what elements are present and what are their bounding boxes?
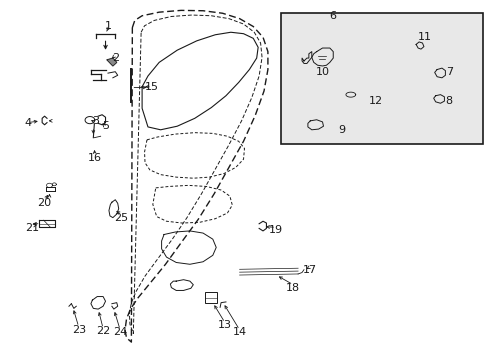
Text: 17: 17: [303, 265, 317, 275]
Text: 22: 22: [96, 326, 110, 336]
Bar: [281, 13, 483, 144]
Polygon shape: [107, 58, 117, 66]
Text: 20: 20: [38, 198, 52, 208]
Text: 14: 14: [232, 327, 246, 337]
Bar: [204, 292, 216, 303]
Text: 9: 9: [338, 125, 345, 135]
Text: 24: 24: [113, 327, 127, 337]
Text: 19: 19: [268, 225, 283, 235]
Text: 18: 18: [285, 283, 300, 293]
Text: 8: 8: [445, 96, 452, 106]
Text: 2: 2: [111, 53, 119, 63]
Text: 7: 7: [445, 67, 452, 77]
Text: 21: 21: [25, 224, 40, 233]
Text: 6: 6: [328, 11, 335, 21]
Text: 10: 10: [315, 67, 329, 77]
Text: 23: 23: [72, 325, 85, 334]
Text: 25: 25: [114, 213, 128, 222]
Text: 4: 4: [24, 118, 31, 128]
Text: 3: 3: [92, 116, 99, 126]
Text: 11: 11: [417, 32, 431, 41]
Text: 1: 1: [104, 21, 111, 31]
Text: 5: 5: [102, 121, 109, 131]
Text: 16: 16: [88, 153, 102, 163]
Text: 12: 12: [368, 96, 383, 106]
Text: 15: 15: [144, 82, 159, 92]
Text: 13: 13: [218, 320, 231, 330]
